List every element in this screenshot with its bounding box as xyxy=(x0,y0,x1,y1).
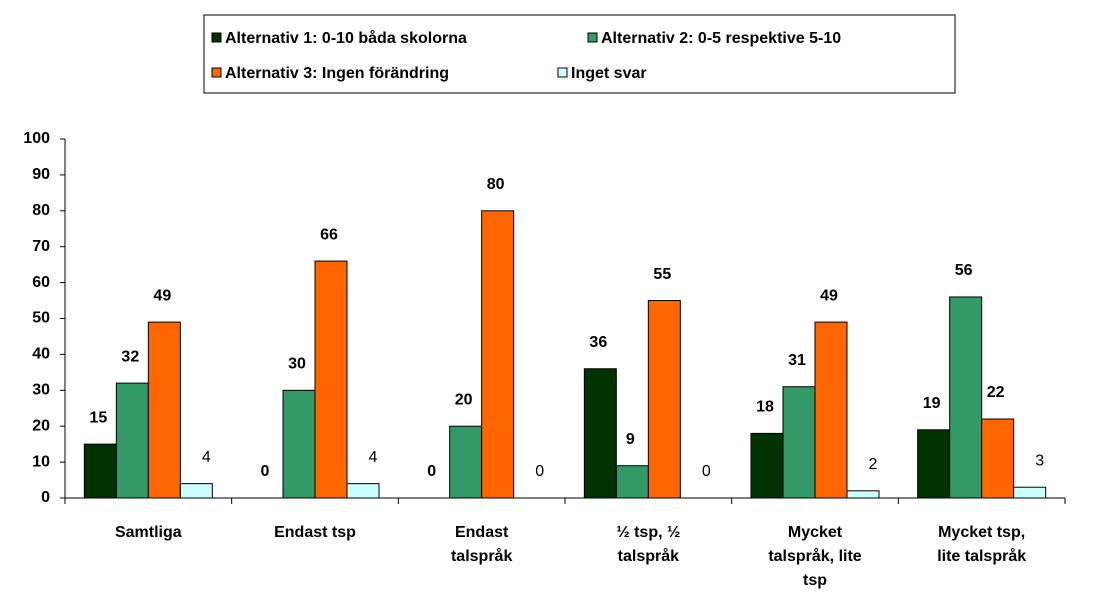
bar xyxy=(846,490,880,499)
y-tick-label: 70 xyxy=(32,238,50,255)
data-label: 0 xyxy=(535,463,544,480)
data-label: 30 xyxy=(288,356,306,373)
x-tick-label: Mycket tsp, lite talspråk xyxy=(937,524,1026,565)
data-label: 0 xyxy=(261,463,270,480)
data-label: 0 xyxy=(702,463,711,480)
data-label: 3 xyxy=(1035,452,1044,469)
y-tick-label: 20 xyxy=(32,417,50,434)
bar xyxy=(949,296,983,499)
bar xyxy=(282,389,316,499)
y-tick-label: 50 xyxy=(32,310,50,327)
bar xyxy=(346,483,380,499)
y-tick-label: 30 xyxy=(32,382,50,399)
legend-label: Alternativ 2: 0-5 respektive 5-10 xyxy=(601,30,841,47)
y-tick-label: 40 xyxy=(32,346,50,363)
data-label: 31 xyxy=(788,352,806,369)
x-tick-label: ½ tsp, ½ talspråk xyxy=(616,524,680,565)
x-tick-label: Samtliga xyxy=(115,524,182,541)
data-label: 49 xyxy=(153,287,171,304)
legend-swatch xyxy=(211,67,222,78)
bar xyxy=(615,465,649,499)
y-tick-label: 0 xyxy=(41,489,50,506)
bar xyxy=(147,321,181,499)
data-label: 4 xyxy=(369,449,378,466)
y-tick-label: 10 xyxy=(32,453,50,470)
bar xyxy=(647,300,681,499)
data-label: 0 xyxy=(427,463,436,480)
data-label: 15 xyxy=(89,409,107,426)
bar xyxy=(1013,486,1047,499)
x-tick-label: Endast tsp xyxy=(274,524,356,541)
y-tick-label: 90 xyxy=(32,166,50,183)
bar xyxy=(981,418,1015,499)
data-label: 9 xyxy=(626,431,635,448)
y-tick-label: 100 xyxy=(23,130,50,147)
y-tick-label: 80 xyxy=(32,202,50,219)
data-label: 19 xyxy=(923,395,941,412)
data-label: 2 xyxy=(869,456,878,473)
data-label: 56 xyxy=(955,262,973,279)
bar xyxy=(750,432,784,499)
legend-swatch xyxy=(587,32,598,43)
data-label: 55 xyxy=(653,266,671,283)
legend-box xyxy=(203,14,956,94)
bar xyxy=(481,210,515,499)
data-label: 32 xyxy=(121,348,139,365)
x-tick-label: Endast talspråk xyxy=(451,524,512,565)
bar xyxy=(83,443,117,499)
legend-label: Inget svar xyxy=(571,65,647,82)
legend-swatch xyxy=(211,32,222,43)
bar xyxy=(917,429,951,499)
data-label: 4 xyxy=(202,449,211,466)
bar xyxy=(782,386,816,499)
bar xyxy=(583,368,617,499)
data-label: 80 xyxy=(487,176,505,193)
data-label: 66 xyxy=(320,226,338,243)
bar xyxy=(115,382,149,499)
bar xyxy=(449,425,483,499)
bar xyxy=(314,260,348,499)
legend-label: Alternativ 1: 0-10 båda skolorna xyxy=(225,29,467,47)
bar xyxy=(814,321,848,499)
legend-swatch xyxy=(557,67,568,78)
bar xyxy=(179,483,213,499)
data-label: 49 xyxy=(820,287,838,304)
y-tick-label: 60 xyxy=(32,274,50,291)
data-label: 22 xyxy=(987,384,1005,401)
data-label: 18 xyxy=(756,399,774,416)
data-label: 20 xyxy=(455,391,473,408)
x-tick-label: Mycket talspråk, lite tsp xyxy=(768,524,861,589)
data-label: 36 xyxy=(589,334,607,351)
legend-label: Alternativ 3: Ingen förändring xyxy=(225,65,449,82)
